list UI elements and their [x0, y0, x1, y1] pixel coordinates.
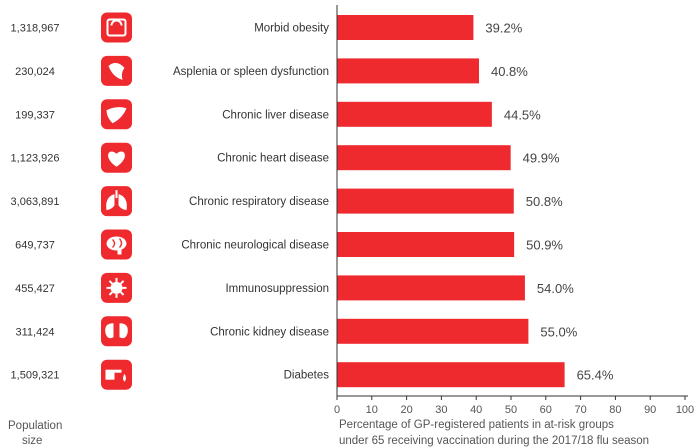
x-tick-label: 100 — [676, 404, 694, 416]
data-label: 49.9% — [523, 151, 560, 166]
chart-row: 455,427 Immunosuppression 54.0% — [15, 272, 574, 303]
chart-rows: 1,318,967 Morbid obesity 39.2% 230,024 Asple… — [11, 12, 614, 390]
chart-row: 199,337 Chronic liver disease 44.5% — [15, 99, 541, 130]
data-label: 40.8% — [491, 64, 528, 79]
chart-row: 3,063,891 Chronic respiratory disease 50.8… — [11, 186, 563, 217]
category-label: Chronic liver disease — [222, 109, 329, 121]
chart-row: 230,024 Asplenia or spleen dysfunction 40.… — [15, 55, 528, 86]
population-label-line2: size — [22, 435, 42, 447]
x-tick-label: 70 — [574, 404, 586, 416]
population-value: 199,337 — [15, 109, 55, 121]
blood-drop-icon — [101, 359, 132, 390]
bar — [337, 58, 479, 84]
x-tick-label: 20 — [400, 404, 412, 416]
data-label: 50.8% — [526, 194, 563, 209]
bar — [337, 15, 474, 40]
population-value: 230,024 — [15, 66, 55, 78]
chart-row: 1,318,967 Morbid obesity 39.2% — [11, 12, 523, 43]
bar — [337, 275, 525, 301]
data-label: 54.0% — [537, 281, 574, 296]
category-label: Chronic respiratory disease — [189, 196, 329, 208]
bar — [337, 318, 529, 344]
lungs-icon — [101, 186, 132, 217]
population-value: 1,318,967 — [11, 23, 60, 35]
population-value: 1,509,321 — [11, 370, 60, 382]
x-tick-label: 40 — [470, 404, 482, 416]
spleen-icon — [101, 55, 132, 86]
x-tick-label: 0 — [334, 404, 340, 416]
liver-icon — [101, 99, 132, 130]
population-value: 3,063,891 — [11, 196, 60, 208]
chart-row: 649,737 Chronic neurological disease 50.9% — [15, 229, 563, 260]
x-axis-label-line1: Percentage of GP-registered patients in … — [339, 419, 614, 431]
category-label: Diabetes — [284, 370, 330, 382]
category-label: Chronic heart disease — [217, 153, 329, 165]
population-value: 1,123,926 — [11, 153, 60, 165]
virus-icon — [101, 272, 132, 303]
x-axis-ticks: 0 10 20 30 40 50 60 70 80 90 100 — [334, 396, 694, 416]
bar — [337, 188, 514, 214]
bar — [337, 362, 565, 388]
chart-row: 1,123,926 Chronic heart disease 49.9% — [11, 142, 560, 173]
population-label-line1: Population — [8, 420, 62, 432]
population-value: 649,737 — [15, 240, 55, 252]
category-label: Asplenia or spleen dysfunction — [173, 66, 329, 78]
x-tick-label: 90 — [644, 404, 656, 416]
category-label: Morbid obesity — [254, 23, 329, 35]
data-label: 50.9% — [526, 238, 563, 253]
x-axis-label-line2: under 65 receiving vaccination during th… — [339, 435, 649, 447]
data-label: 39.2% — [485, 21, 522, 36]
bar — [337, 145, 511, 171]
x-tick-label: 50 — [505, 404, 517, 416]
chart-row: 311,424 Chronic kidney disease 55.0% — [16, 316, 578, 347]
heart-icon — [101, 142, 132, 173]
brain-icon — [101, 229, 132, 260]
chart-row: 1,509,321 Diabetes 65.4% — [11, 359, 614, 390]
x-tick-label: 80 — [609, 404, 621, 416]
x-tick-label: 60 — [540, 404, 552, 416]
category-label: Chronic kidney disease — [210, 326, 329, 338]
population-value: 311,424 — [16, 326, 55, 338]
data-label: 65.4% — [577, 368, 614, 383]
category-label: Immunosuppression — [225, 283, 329, 295]
scale-icon — [101, 12, 132, 43]
data-label: 55.0% — [540, 324, 577, 339]
bar — [337, 232, 515, 257]
data-label: 44.5% — [504, 107, 541, 122]
category-label: Chronic neurological disease — [181, 240, 329, 252]
x-tick-label: 30 — [435, 404, 447, 416]
bar — [337, 101, 492, 127]
population-value: 455,427 — [15, 283, 55, 295]
x-tick-label: 10 — [366, 404, 378, 416]
kidneys-icon — [101, 316, 132, 347]
